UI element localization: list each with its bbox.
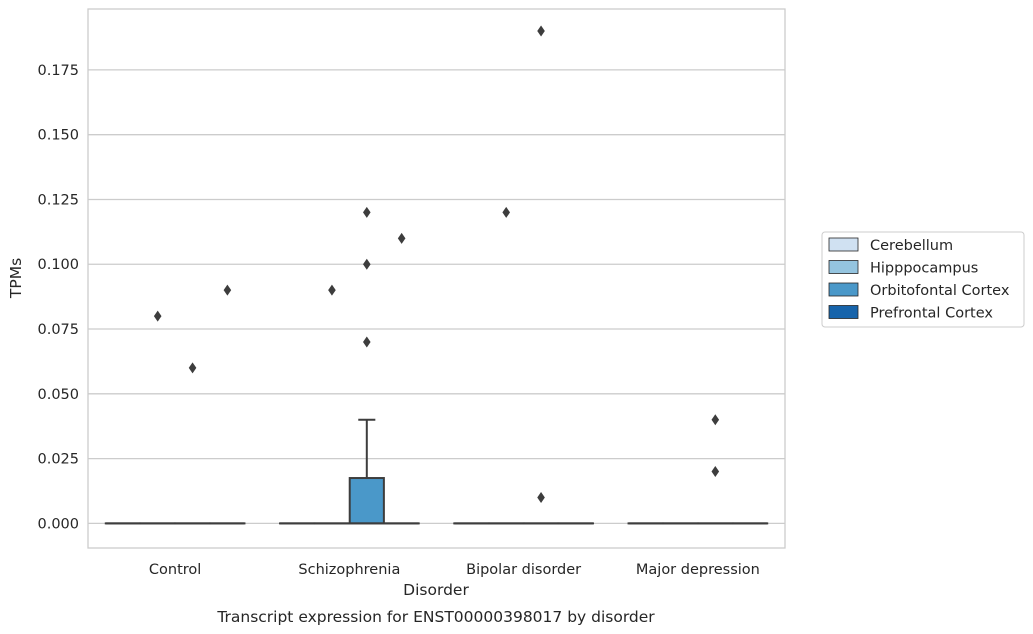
y-tick-label: 0.100	[37, 257, 79, 273]
y-tick-label: 0.000	[37, 516, 79, 532]
outlier-point	[328, 284, 336, 296]
outlier-point	[537, 25, 545, 37]
y-tick-label: 0.075	[37, 322, 79, 338]
legend-swatch	[828, 282, 859, 297]
legend-label: Orbitofontal Cortex	[870, 283, 1010, 299]
legend-swatch	[828, 237, 859, 252]
outlier-point	[537, 491, 545, 503]
box-body	[348, 477, 385, 525]
outlier-point	[711, 466, 720, 478]
outlier-point	[363, 336, 371, 348]
x-tick-label: Bipolar disorder	[466, 562, 581, 578]
box-plots	[104, 418, 769, 525]
legend-frame	[821, 231, 1025, 328]
x-tick-labels: Control Schizophrenia Bipolar disorder Majo…	[149, 562, 760, 578]
outlier-point	[711, 414, 720, 426]
legend-label: Prefrontal Cortex	[870, 306, 993, 322]
legend-items: Cerebellum Hipppocampus Orbitofontal Corte…	[828, 237, 1010, 322]
plot-frame	[87, 8, 786, 549]
legend-label: Cerebellum	[870, 238, 953, 254]
outlier-point	[502, 206, 510, 218]
y-tick-label: 0.050	[37, 387, 79, 403]
y-tick-label: 0.025	[37, 452, 79, 468]
x-tick-label: Control	[149, 562, 201, 578]
outlier-point	[188, 362, 197, 374]
legend-label: Hipppocampus	[870, 261, 978, 277]
chart-caption: Transcript expression for ENST0000039801…	[216, 608, 655, 626]
y-tick-label: 0.150	[37, 128, 79, 144]
y-tick-labels: 0.000 0.025 0.050 0.075 0.100 0.125 0.150 0.175	[37, 63, 79, 532]
outlier-point	[363, 206, 371, 218]
x-tick-label: Schizophrenia	[298, 562, 400, 578]
outlier-points	[153, 25, 720, 503]
box-plot	[348, 418, 385, 525]
x-tick-label: Major depression	[636, 562, 760, 578]
y-tick-label: 0.125	[37, 192, 79, 208]
y-axis-label: TPMs	[7, 258, 25, 299]
legend-swatch	[828, 305, 859, 319]
x-axis-label: Disorder	[403, 581, 469, 599]
legend: Cerebellum Hipppocampus Orbitofontal Corte…	[821, 231, 1025, 328]
outlier-point	[397, 232, 406, 244]
legend-swatch	[828, 260, 859, 274]
y-tick-label: 0.175	[37, 63, 79, 79]
outlier-point	[153, 310, 162, 322]
outlier-point	[363, 258, 371, 270]
outlier-point	[223, 284, 232, 296]
grid-lines	[88, 69, 785, 525]
